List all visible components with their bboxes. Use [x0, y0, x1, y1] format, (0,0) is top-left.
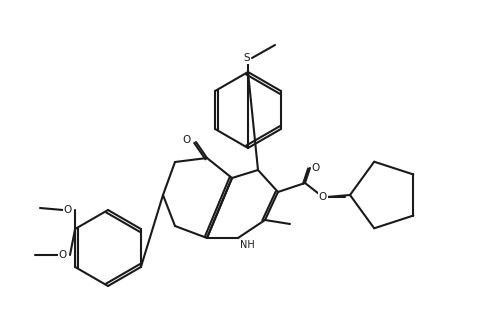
Text: O: O: [59, 250, 67, 260]
Text: O: O: [310, 163, 318, 173]
Text: O: O: [64, 205, 72, 215]
Text: O: O: [182, 135, 191, 145]
Text: NH: NH: [240, 240, 254, 250]
Text: O: O: [318, 192, 326, 202]
Text: S: S: [243, 53, 250, 63]
